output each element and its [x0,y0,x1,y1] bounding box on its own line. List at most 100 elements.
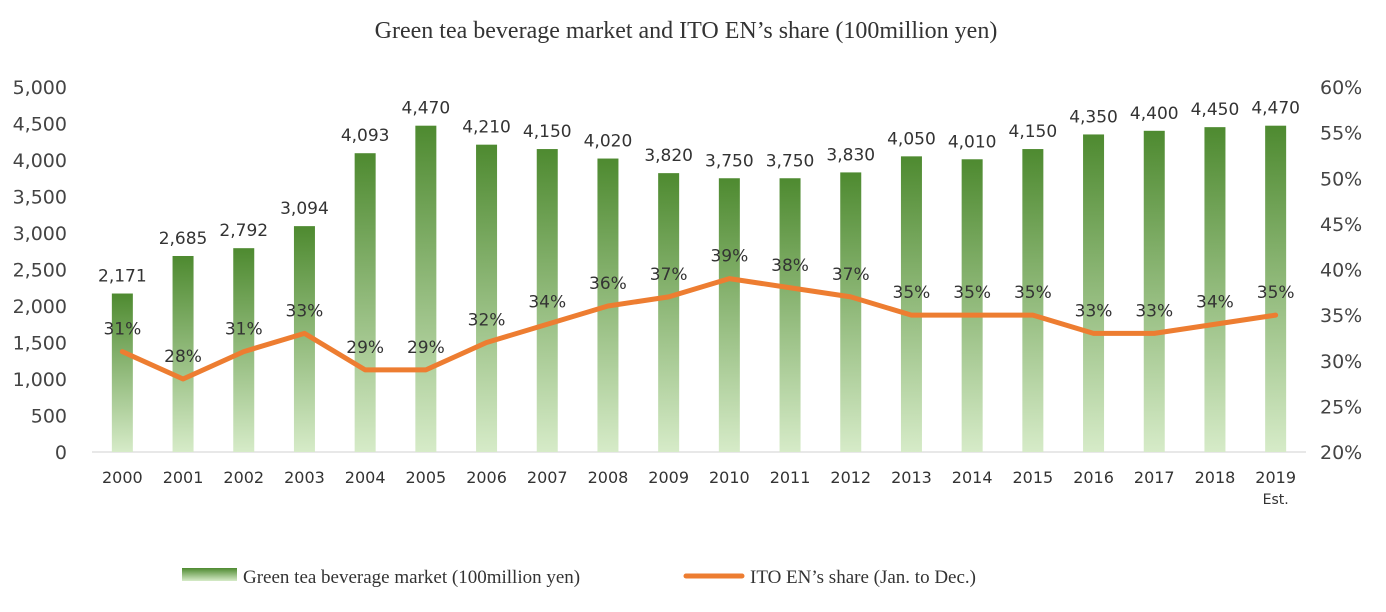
share-value-label: 37% [832,265,870,285]
bar [658,173,680,452]
x-tick-label: 2012 [830,468,871,487]
bar-value-label: 2,171 [98,267,147,287]
share-value-label: 34% [1196,292,1234,312]
bar-value-label: 2,792 [219,221,268,241]
share-value-label: 32% [468,311,506,331]
x-tick-label: 2018 [1195,468,1236,487]
y-left-tick-label: 2,000 [13,296,67,318]
share-line [119,276,1279,382]
bar-value-label: 4,470 [402,99,451,119]
bar [172,255,194,452]
bar [900,156,922,452]
legend-bar-label: Green tea beverage market (100million ye… [243,567,580,588]
legend-bar-swatch [182,568,237,581]
share-value-label: 33% [1075,301,1113,321]
share-value-label: 36% [589,274,627,294]
y-left-tick-label: 3,000 [13,223,67,245]
share-value-label: 34% [528,292,566,312]
bar [111,293,133,452]
bar-value-label: 4,470 [1251,99,1300,119]
share-value-label: 33% [286,301,324,321]
share-value-label: 29% [407,338,445,358]
share-value-label: 37% [650,265,688,285]
bar-value-label: 3,820 [644,146,693,166]
bar-value-label: 3,750 [766,151,815,171]
share-value-label: 28% [164,347,202,367]
bar-value-label: 4,093 [341,126,390,146]
y-left-tick-label: 5,000 [13,77,67,99]
y-axis-left: 0 500 1,000 1,500 2,000 2,500 3,000 3,500 4,000 4… [13,77,67,464]
share-value-label: 39% [710,247,748,267]
bar-value-label: 4,150 [1009,122,1058,142]
y-right-tick-label: 60% [1320,77,1362,99]
y-right-tick-label: 20% [1320,442,1362,464]
bar [536,149,558,453]
y-right-tick-label: 50% [1320,168,1362,190]
x-tick-label: 2016 [1073,468,1114,487]
bar [476,144,498,453]
x-tick-label: 2006 [466,468,507,487]
share-value-label: 29% [346,338,384,358]
y-axis-right: 20% 25% 30% 35% 40% 45% 50% 55% 60% [1320,77,1362,464]
bar [354,153,376,452]
y-left-tick-label: 0 [55,442,67,464]
y-right-tick-label: 35% [1320,305,1362,327]
share-value-labels: 31% 28% 31% 33% 29% 29% 32% 34% 36% 37% 39% 38% 37% 3… [103,247,1294,367]
x-tick-label: 2001 [163,468,204,487]
x-tick-label: 2003 [284,468,325,487]
bar [1265,125,1287,452]
x-tick-label: 2014 [952,468,993,487]
bar-series [111,125,1287,453]
x-tick-label: 2008 [588,468,629,487]
x-tick-label: 2004 [345,468,386,487]
x-tick-label: 2000 [102,468,143,487]
legend-line-label: ITO EN’s share (Jan. to Dec.) [750,567,976,588]
bar-value-label: 3,750 [705,151,754,171]
bar [415,125,437,452]
x-axis: 2000 2001 2002 2003 2004 2005 2006 2007 2008 2009… [102,468,1296,508]
bar-value-label: 4,010 [948,132,997,152]
bar-value-label: 4,400 [1130,104,1179,124]
y-right-tick-label: 45% [1320,214,1362,236]
x-tick-label: 2011 [770,468,811,487]
x-tick-sublabel: Est. [1263,492,1289,508]
x-tick-label: 2002 [223,468,264,487]
bar [961,159,983,452]
legend: Green tea beverage market (100million ye… [182,567,976,588]
bar-value-label: 3,830 [826,145,875,165]
y-left-tick-label: 1,500 [13,333,67,355]
y-right-tick-label: 25% [1320,396,1362,418]
x-tick-label: 2007 [527,468,568,487]
bar-value-label: 4,050 [887,129,936,149]
share-value-label: 35% [1014,283,1052,303]
chart-title: Green tea beverage market and ITO EN’s s… [375,18,998,44]
bar-value-label: 4,020 [584,132,633,152]
bar-value-label: 4,210 [462,118,511,138]
share-value-label: 33% [1135,301,1173,321]
bar [1083,134,1105,452]
share-value-label: 35% [1257,283,1295,303]
bar [1204,127,1226,453]
y-left-tick-label: 1,000 [13,369,67,391]
bar [1143,130,1165,453]
bar [1022,149,1044,453]
bar-value-label: 2,685 [159,229,208,249]
y-left-tick-label: 4,000 [13,150,67,172]
y-left-tick-label: 4,500 [13,114,67,136]
x-tick-label: 2005 [405,468,446,487]
y-right-tick-label: 55% [1320,123,1362,145]
x-tick-label: 2010 [709,468,750,487]
bar [840,172,862,452]
share-value-label: 38% [771,256,809,276]
bar-value-label: 3,094 [280,199,329,219]
bar-value-labels: 2,171 2,685 2,792 3,094 4,093 4,470 4,210 4,150… [98,99,1300,287]
bar-value-label: 4,150 [523,122,572,142]
x-tick-label: 2015 [1012,468,1053,487]
share-value-label: 35% [953,283,991,303]
bar [779,178,801,452]
share-value-label: 31% [225,320,263,340]
x-tick-label: 2019 [1255,468,1296,487]
y-left-tick-label: 2,500 [13,260,67,282]
share-value-label: 31% [103,320,141,340]
